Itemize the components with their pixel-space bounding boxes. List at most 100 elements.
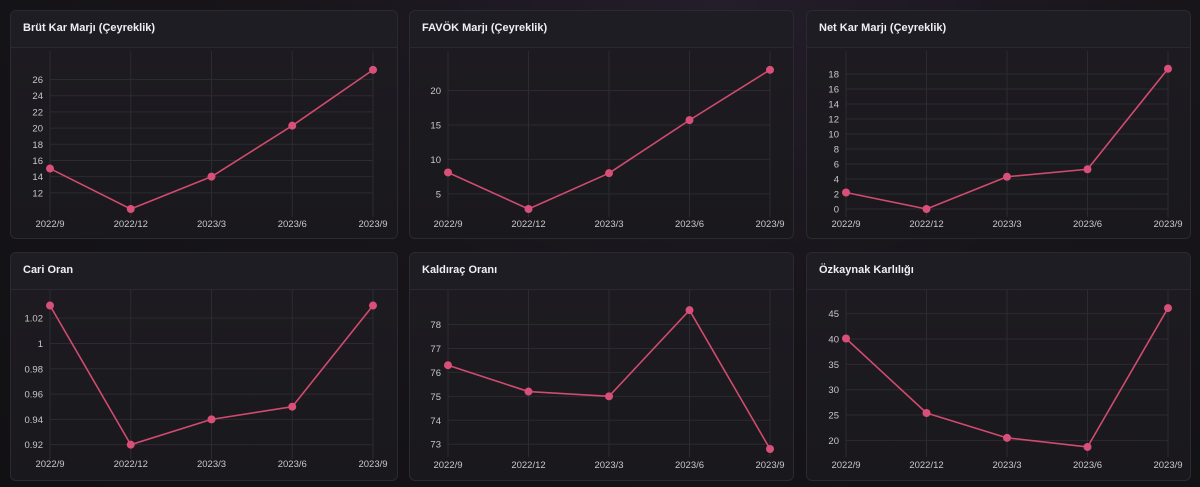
x-tick-label: 2023/9: [755, 219, 784, 230]
x-tick-label: 2022/12: [511, 460, 545, 471]
data-point: [46, 301, 54, 310]
y-tick-label: 75: [430, 392, 441, 403]
card-header: FAVÖK Marjı (Çeyreklik): [410, 11, 793, 48]
y-tick-label: 0.98: [25, 364, 44, 375]
x-tick-label: 2023/6: [675, 219, 704, 230]
data-point: [1164, 304, 1172, 313]
x-tick-label: 2022/12: [909, 219, 943, 230]
y-tick-label: 16: [828, 85, 839, 96]
x-tick-label: 2022/9: [831, 219, 860, 230]
data-point: [922, 409, 931, 418]
data-point: [369, 65, 377, 74]
data-point: [444, 168, 452, 177]
card-header: Cari Oran: [11, 253, 397, 290]
y-tick-label: 4: [834, 175, 839, 186]
x-tick-label: 2023/3: [992, 219, 1021, 230]
y-tick-label: 40: [828, 334, 839, 345]
data-point: [207, 172, 216, 181]
y-tick-label: 35: [828, 360, 839, 371]
data-point: [842, 334, 850, 343]
y-tick-label: 8: [834, 145, 839, 156]
line-chart-cari-oran: 0.92 0.94 0.96 0.98 1 1.02 2022/9 2022/12 2023/3…: [25, 289, 388, 470]
y-tick-label: 45: [828, 309, 839, 320]
y-tick-label: 10: [828, 130, 839, 141]
y-tick-label: 18: [828, 70, 839, 81]
y-tick-label: 22: [32, 107, 43, 118]
data-point: [685, 116, 694, 125]
line-chart-kaldirac-orani: 73 74 75 76 77 78 2022/9 2022/12 2023/3 2023/6 202…: [430, 289, 785, 471]
y-tick-label: 78: [430, 320, 441, 331]
y-tick-label: 14: [828, 100, 839, 111]
y-tick-label: 73: [430, 440, 441, 451]
y-tick-label: 30: [828, 385, 839, 396]
x-tick-label: 2022/9: [433, 219, 462, 230]
x-tick-label: 2022/9: [35, 459, 64, 470]
y-tick-label: 20: [828, 436, 839, 447]
y-tick-label: 10: [430, 155, 441, 166]
y-tick-label: 0.96: [25, 390, 44, 401]
card-header: Brüt Kar Marjı (Çeyreklik): [11, 11, 397, 48]
x-tick-label: 2023/6: [1073, 460, 1102, 471]
y-tick-label: 1: [38, 339, 43, 350]
data-point: [288, 402, 297, 411]
chart-card-net-kar-marji: Net Kar Marjı (Çeyreklik) 0 2 4 6 8 10 12 14 16 1…: [806, 10, 1191, 239]
y-tick-label: 16: [32, 156, 43, 167]
x-tick-label: 2022/12: [909, 460, 943, 471]
data-point: [524, 387, 533, 396]
x-tick-label: 2023/3: [594, 460, 623, 471]
x-tick-label: 2023/6: [278, 459, 307, 470]
x-tick-label: 2022/9: [831, 460, 860, 471]
y-tick-label: 20: [32, 124, 43, 135]
line-chart-favok-marji: 5 10 15 20 2022/9 2022/12 2023/3 2023/6 2023/9: [430, 51, 785, 230]
data-point: [1003, 172, 1011, 181]
data-point: [46, 164, 54, 173]
x-tick-label: 2023/9: [1153, 460, 1182, 471]
x-tick-label: 2023/9: [358, 219, 387, 230]
y-tick-label: 18: [32, 140, 43, 151]
x-tick-label: 2022/12: [114, 459, 148, 470]
line-chart-ozkaynak-karliligi: 20 25 30 35 40 45 2022/9 2022/12 2023/3 2023/6 202…: [828, 289, 1183, 471]
y-tick-label: 0.92: [25, 440, 44, 451]
line-chart-net-kar-marji: 0 2 4 6 8 10 12 14 16 18 2022/9 2022/12 2023/3 2023/6…: [828, 51, 1183, 230]
chart-title: FAVÖK Marjı (Çeyreklik): [422, 22, 548, 34]
y-tick-label: 1.02: [25, 314, 44, 325]
y-tick-label: 26: [32, 75, 43, 86]
data-point: [369, 301, 377, 310]
data-point: [842, 188, 850, 197]
x-tick-label: 2023/6: [1073, 219, 1102, 230]
x-tick-label: 2023/3: [197, 459, 226, 470]
chart-card-cari-oran: Cari Oran 0.92 0.94 0.96 0.98 1 1.02 2022/9 202…: [10, 252, 398, 481]
chart-title: Net Kar Marjı (Çeyreklik): [819, 22, 947, 34]
x-tick-label: 2023/3: [992, 460, 1021, 471]
data-point: [444, 361, 452, 370]
x-tick-label: 2023/3: [594, 219, 623, 230]
data-point: [685, 306, 694, 315]
chart-title: Brüt Kar Marjı (Çeyreklik): [23, 22, 156, 34]
x-tick-label: 2022/12: [511, 219, 545, 230]
y-tick-label: 77: [430, 344, 441, 355]
line-chart-brut-kar-marji: 12 14 16 18 20 22 24 26 2022/9 2022/12 2023/3 2023/…: [32, 51, 388, 230]
data-point: [922, 205, 931, 213]
data-point: [1003, 433, 1011, 442]
card-header: Kaldıraç Oranı: [410, 253, 793, 290]
y-tick-label: 14: [32, 172, 43, 183]
y-tick-label: 74: [430, 416, 441, 427]
data-point: [126, 205, 135, 213]
y-tick-label: 20: [430, 86, 441, 97]
data-point: [1083, 442, 1092, 451]
data-point: [605, 169, 613, 178]
x-tick-label: 2023/6: [278, 219, 307, 230]
chart-title: Cari Oran: [23, 264, 74, 276]
x-tick-label: 2022/12: [114, 219, 148, 230]
y-tick-label: 0.94: [25, 415, 44, 426]
y-tick-label: 25: [828, 411, 839, 422]
data-point: [126, 440, 135, 449]
x-tick-label: 2023/3: [197, 219, 226, 230]
y-tick-label: 76: [430, 368, 441, 379]
data-point: [1083, 165, 1092, 174]
data-point: [207, 415, 216, 424]
data-point: [766, 65, 774, 74]
x-tick-label: 2022/9: [35, 219, 64, 230]
y-tick-label: 0: [834, 205, 839, 216]
